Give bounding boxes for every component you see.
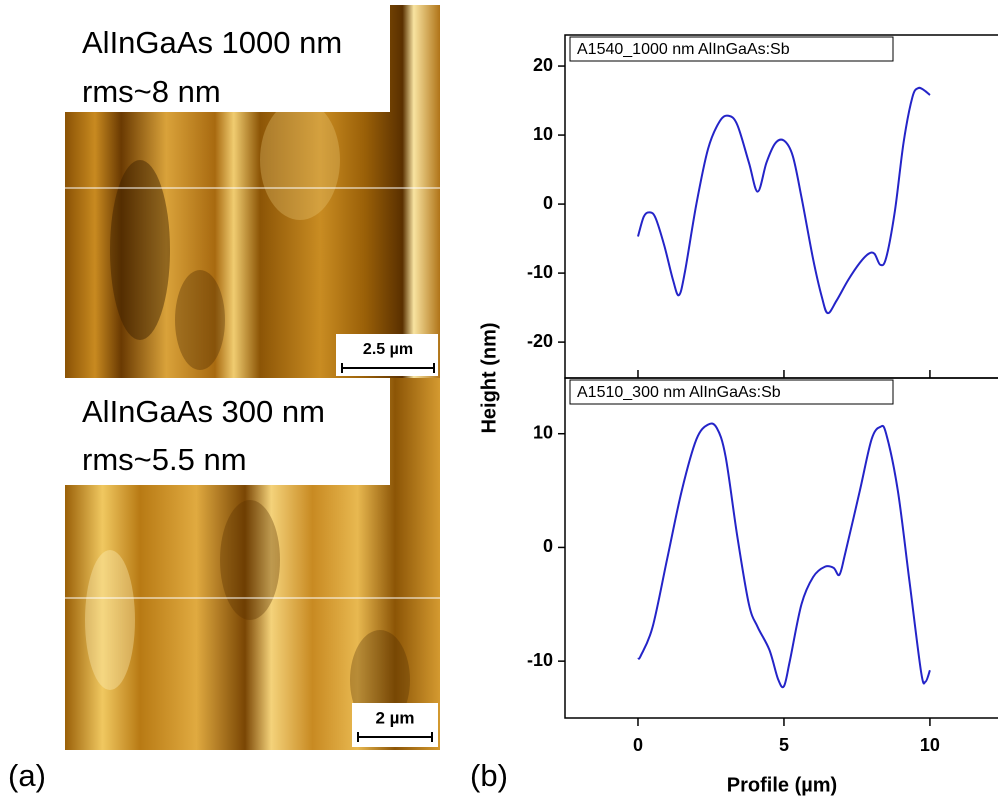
x-axis-label: Profile (µm) bbox=[727, 774, 837, 796]
image-label: AlInGaAs 1000 nm bbox=[82, 25, 342, 60]
y-tick-label: 10 bbox=[533, 422, 553, 442]
image-label: rms~5.5 nm bbox=[82, 442, 247, 477]
axes bbox=[564, 34, 998, 379]
y-tick-label: 20 bbox=[533, 55, 553, 75]
panel-label: (a) bbox=[8, 758, 46, 793]
y-tick-label: -20 bbox=[527, 331, 553, 351]
scale-bar-label: 2 µm bbox=[375, 708, 414, 727]
legend-box bbox=[569, 36, 894, 62]
axes bbox=[564, 377, 998, 719]
profile-line bbox=[637, 422, 931, 689]
legend-box bbox=[569, 379, 894, 405]
y-tick-label: -10 bbox=[527, 262, 553, 282]
legend-label: A1540_1000 nm AlInGaAs:Sb bbox=[577, 41, 790, 58]
profile-line bbox=[637, 86, 931, 315]
panel-label: (b) bbox=[470, 758, 508, 793]
y-tick-label: 10 bbox=[533, 124, 553, 144]
image-label: AlInGaAs 300 nm bbox=[82, 394, 325, 429]
x-tick-label: 5 bbox=[779, 735, 789, 755]
label-box bbox=[0, 0, 390, 112]
scale-bar: 2 µm bbox=[352, 703, 438, 747]
y-tick-label: 0 bbox=[543, 536, 553, 556]
x-tick-label: 0 bbox=[633, 735, 643, 755]
y-tick-label: -10 bbox=[527, 650, 553, 670]
y-axis-label: Height (nm) bbox=[478, 322, 500, 433]
scale-bar-label: 2.5 µm bbox=[363, 341, 413, 358]
image-label: rms~8 nm bbox=[82, 74, 221, 109]
label-box bbox=[0, 378, 390, 485]
x-tick-label: 10 bbox=[920, 735, 940, 755]
legend-label: A1510_300 nm AlInGaAs:Sb bbox=[577, 384, 781, 401]
scale-bar: 2.5 µm bbox=[336, 334, 438, 376]
y-tick-label: 0 bbox=[543, 193, 553, 213]
